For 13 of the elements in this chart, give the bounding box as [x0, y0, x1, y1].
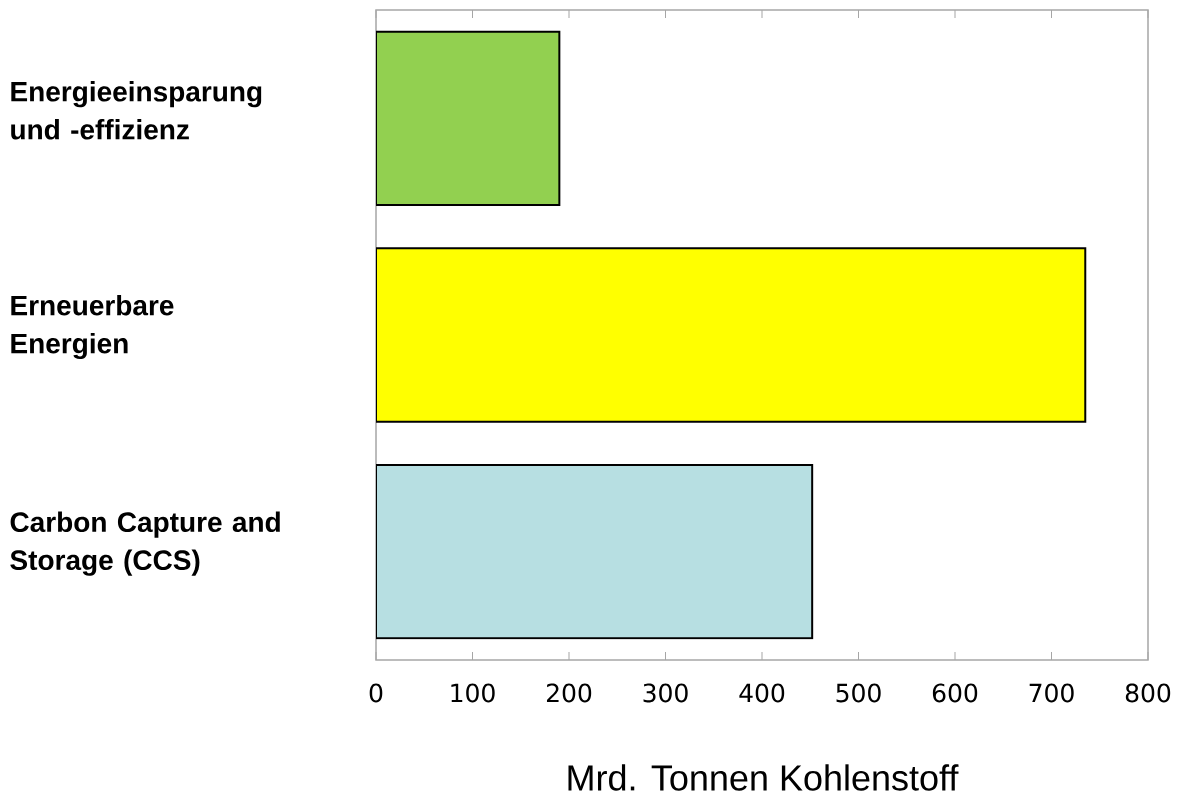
x-tick-label: 200 [546, 683, 592, 703]
y-tick-label: Energieeinsparung und -effizienz [11, 81, 262, 140]
x-tick-label: 100 [451, 683, 495, 703]
x-tick-label: 700 [1029, 683, 1074, 703]
y-tick-label: Carbon Capture and Storage (CCS) [10, 511, 280, 576]
x-tick-label: 0 [369, 683, 383, 703]
x-tick-label: 300 [643, 683, 688, 703]
x-tick-label: 600 [932, 683, 978, 703]
x-axis-title: Mrd. Tonnen Kohlenstoff [568, 764, 959, 791]
x-tick-label: 800 [1125, 683, 1171, 703]
x-tick-label: 400 [739, 683, 785, 703]
x-tick-label: 500 [836, 683, 881, 703]
y-tick-label: Erneuerbare Energien [11, 294, 174, 360]
